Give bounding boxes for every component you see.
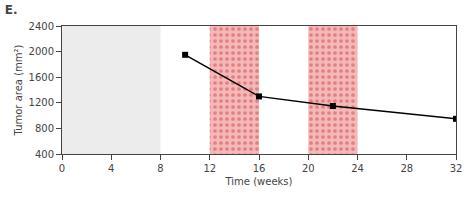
svg-text:2400: 2400 bbox=[29, 21, 54, 32]
svg-text:32: 32 bbox=[450, 163, 463, 174]
svg-text:12: 12 bbox=[203, 163, 216, 174]
svg-text:24: 24 bbox=[351, 163, 364, 174]
svg-text:1200: 1200 bbox=[29, 97, 54, 108]
svg-text:E.: E. bbox=[5, 3, 18, 17]
svg-text:1600: 1600 bbox=[29, 72, 54, 83]
svg-text:Time (weeks): Time (weeks) bbox=[225, 176, 293, 187]
svg-text:0: 0 bbox=[59, 163, 65, 174]
svg-text:28: 28 bbox=[400, 163, 413, 174]
svg-text:2000: 2000 bbox=[29, 46, 54, 57]
svg-text:8: 8 bbox=[157, 163, 163, 174]
svg-text:16: 16 bbox=[253, 163, 266, 174]
svg-text:800: 800 bbox=[35, 123, 54, 134]
svg-text:20: 20 bbox=[302, 163, 315, 174]
svg-text:400: 400 bbox=[35, 149, 54, 160]
svg-text:Tumor area (mm²): Tumor area (mm²) bbox=[13, 44, 24, 136]
svg-text:4: 4 bbox=[108, 163, 114, 174]
